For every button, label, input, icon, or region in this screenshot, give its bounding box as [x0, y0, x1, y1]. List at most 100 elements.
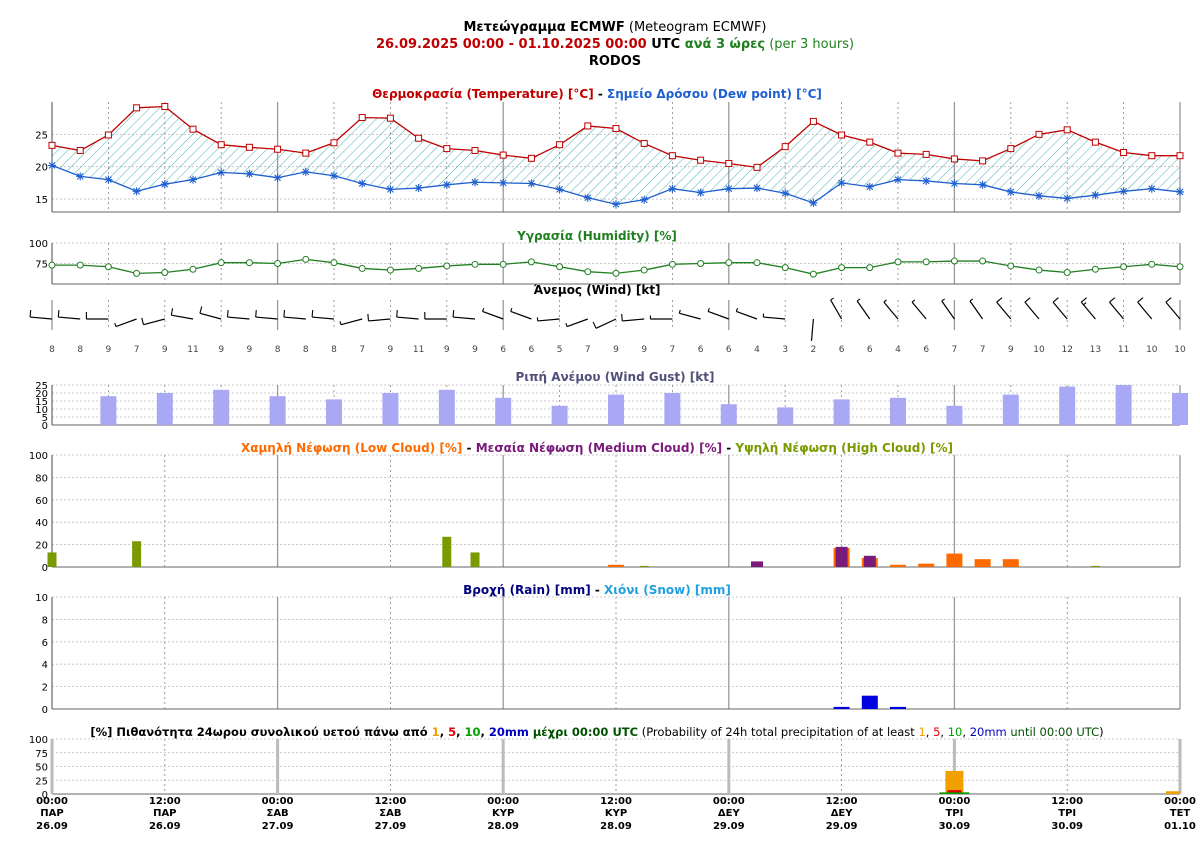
temperature-point [330, 139, 338, 147]
x-tick-time: 12:00 [1051, 796, 1083, 807]
wind-speed-label: 6 [839, 345, 845, 355]
wind-barb [114, 318, 137, 328]
temperature-point [302, 149, 310, 157]
wind-barb [283, 310, 306, 320]
gust-panel-ytick-label: 10 [35, 405, 48, 416]
dewpoint-point-stroke [76, 173, 84, 180]
wind-barb-feather [255, 310, 257, 318]
precip-panel-ytick-label: 6 [42, 638, 48, 649]
low-cloud-bar [890, 564, 906, 567]
gust-bar [608, 394, 624, 425]
wind-barb [536, 317, 560, 322]
wind-speed-label: 5 [557, 345, 563, 355]
wind-barb-shaft [1108, 301, 1125, 320]
wind-barb [1080, 297, 1096, 320]
temperature-point [838, 131, 846, 139]
wind-barb-feather [1052, 297, 1059, 303]
dewpoint-point-stroke [471, 178, 479, 186]
temperature-point [866, 138, 874, 146]
temperature-point [1035, 130, 1043, 138]
meteogram-period: 26.09.2025 00:00 - 01.10.2025 00:00 UTC … [376, 37, 854, 52]
wind-barb-shaft [312, 316, 335, 320]
low-cloud-bar [1002, 559, 1019, 567]
prob-1mm-bar [945, 770, 964, 794]
cloud-panel-ytick-label: 20 [35, 541, 48, 552]
wind-barb-shaft [595, 318, 617, 329]
wind-barb [1052, 297, 1068, 320]
temperature-point [668, 152, 676, 160]
medium-cloud-bar [751, 561, 763, 567]
x-tick-time: 00:00 [36, 796, 68, 807]
wind-speed-label: 8 [49, 345, 55, 355]
high-cloud-bar [470, 552, 480, 567]
x-tick-time: 12:00 [374, 796, 406, 807]
wind-speed-label: 6 [867, 345, 873, 355]
temperature-point [161, 103, 169, 111]
wind-barb-shaft [510, 310, 532, 320]
humidity-point [274, 260, 282, 267]
dewpoint-point [922, 176, 931, 185]
wind-barb-shaft [340, 318, 363, 326]
wind-speed-label: 10 [1033, 345, 1045, 355]
precip-panel-ytick-label: 0 [42, 705, 48, 716]
temperature-point [640, 139, 648, 147]
dewpoint-point [894, 175, 902, 184]
dewpoint-point-stroke [556, 185, 563, 193]
x-tick-date: 27.09 [262, 821, 294, 832]
wind-barb [452, 310, 476, 320]
temperature-point [189, 125, 197, 133]
wind-barb-feather [283, 310, 286, 318]
dewpoint-point [273, 173, 282, 182]
wind-speed-label: 7 [134, 345, 140, 355]
wind-barb-shaft [883, 301, 899, 320]
humidity-point [668, 260, 676, 268]
wind-barb-shaft [566, 318, 589, 328]
wind-barb-shaft [58, 316, 81, 320]
wind-barb [856, 298, 871, 320]
gust-bar [156, 393, 173, 425]
dewpoint-point-stroke [753, 184, 761, 192]
dewpoint-point-stroke [922, 177, 930, 185]
dewpoint-point [1119, 187, 1128, 196]
temp-panel-ytick-label: 20 [35, 163, 48, 174]
dewpoint-point-stroke [584, 194, 592, 202]
dewpoint-point [555, 185, 564, 194]
dewpoint-point [414, 184, 423, 193]
dewpoint-point [527, 179, 536, 188]
wind-speed-label: 9 [106, 345, 112, 355]
wind-barb [85, 312, 109, 320]
probability-panel-ytick-label: 100 [29, 735, 48, 746]
x-tick-time: 12:00 [149, 796, 181, 807]
dewpoint-point-stroke [133, 187, 140, 195]
dewpoint-point-stroke [697, 189, 704, 196]
wind-barb [810, 318, 814, 341]
dewpoint-point-stroke [358, 180, 366, 187]
wind-barb-shaft [856, 300, 871, 320]
dewpoint-point [132, 187, 141, 196]
humidity-point [48, 261, 56, 269]
wind-barb-feather [396, 310, 398, 318]
wind-barb-shaft [707, 310, 730, 320]
wind-barb-shaft [30, 316, 53, 320]
humidity-point [1063, 269, 1071, 277]
dewpoint-point [217, 168, 226, 177]
gust-bar [213, 389, 230, 425]
humidity-point [527, 258, 535, 266]
temperature-point [217, 141, 225, 149]
dewpoint-point [950, 179, 959, 188]
dewpoint-point-stroke [810, 199, 817, 207]
x-tick-time: 12:00 [826, 796, 858, 807]
x-tick-time: 00:00 [938, 796, 970, 807]
wind-barb-feather [883, 299, 887, 303]
humidity-point [358, 264, 366, 272]
cloud-panel-ytick-label: 40 [35, 518, 48, 529]
wind-speed-label: 7 [359, 345, 365, 355]
probability-panel-ytick-label: 75 [35, 749, 48, 760]
wind-speed-label: 6 [726, 345, 732, 355]
wind-speed-label: 6 [698, 345, 704, 355]
meteogram-location: RODOS [589, 54, 641, 69]
wind-barb [911, 299, 927, 320]
dewpoint-point [160, 180, 169, 189]
x-tick-day: ΣΑΒ [379, 808, 401, 819]
wind-speed-label: 11 [413, 345, 424, 355]
